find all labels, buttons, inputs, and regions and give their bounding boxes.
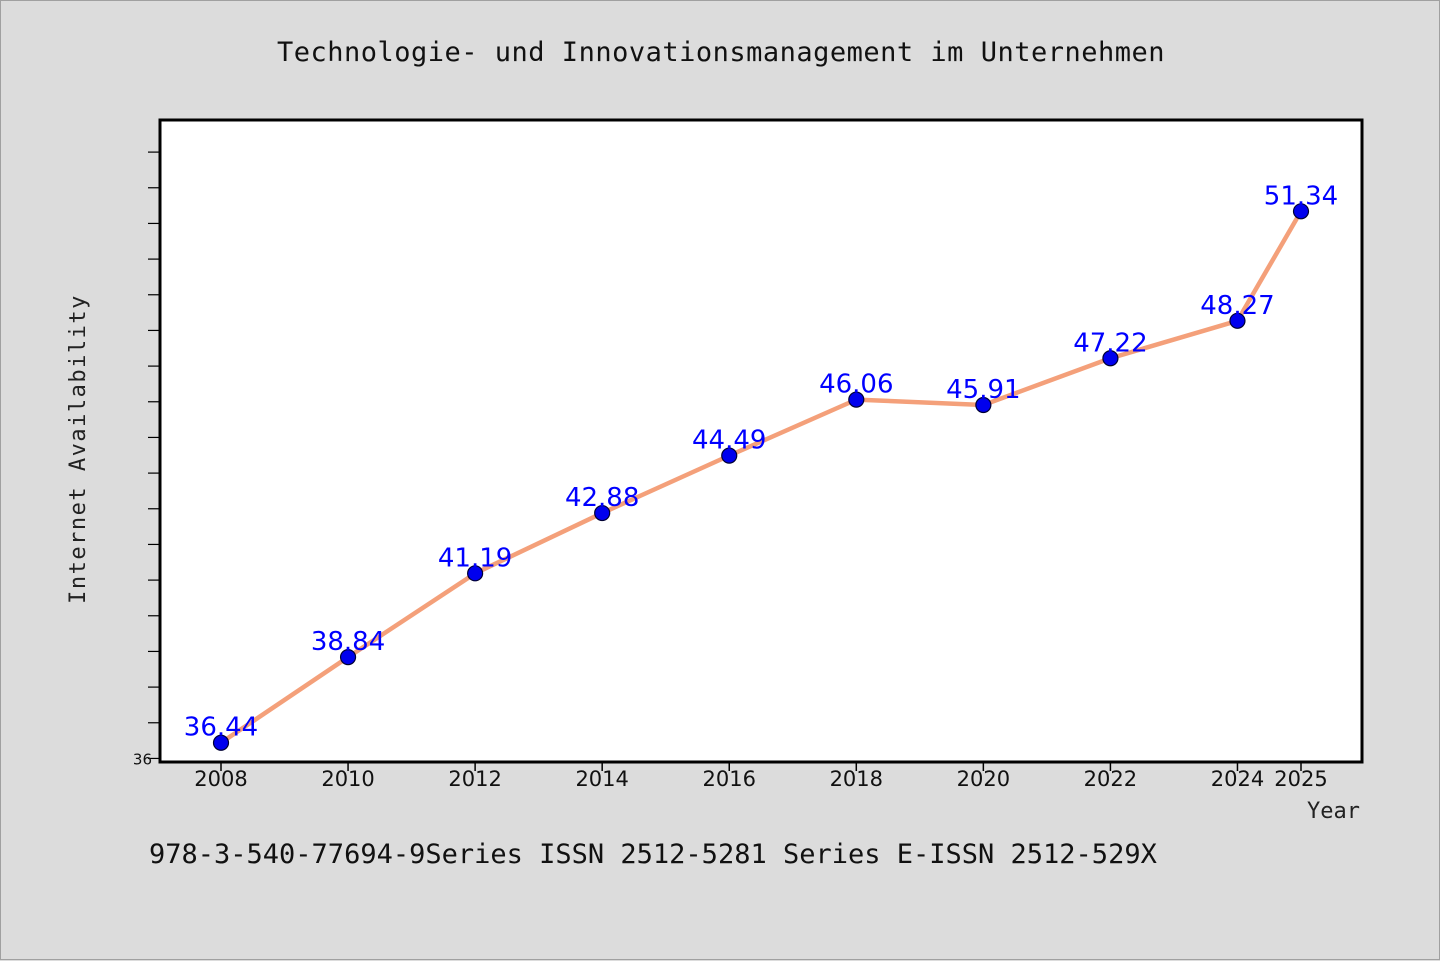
data-point <box>975 396 992 414</box>
data-label: 41.19 <box>438 543 512 573</box>
x-tick-label: 2024 <box>1211 767 1264 791</box>
x-tick-label: 2022 <box>1084 767 1137 791</box>
x-tick-label: 2016 <box>703 767 756 791</box>
y-tick-label: 36 <box>133 750 152 768</box>
x-tick-label: 2010 <box>321 767 374 791</box>
data-point <box>467 565 484 582</box>
data-point <box>1102 350 1119 367</box>
data-point <box>1229 312 1246 329</box>
footer-isbn-text: 978-3-540-77694-9Series ISSN 2512-5281 S… <box>149 839 1157 870</box>
data-label: 42.88 <box>565 483 639 513</box>
x-tick-label: 2018 <box>830 767 883 791</box>
data-label: 47.22 <box>1073 328 1147 358</box>
x-axis-label: Year <box>1307 799 1360 824</box>
data-labels: 36.44 38.84 41.19 42.88 44.49 46.06 45.91 47.22… <box>184 181 1338 742</box>
data-point <box>1292 203 1310 220</box>
series-line <box>219 210 1303 745</box>
data-label: 48.27 <box>1200 291 1274 321</box>
data-label: 38.84 <box>311 627 385 657</box>
chart-title: Technologie- und Innovationsmanagement i… <box>277 37 1165 68</box>
data-markers <box>212 203 1310 751</box>
x-tick-label: 2008 <box>194 767 247 791</box>
data-label: 44.49 <box>692 426 766 456</box>
data-point <box>339 649 357 666</box>
y-axis-label: Internet Availability <box>66 294 91 604</box>
data-label: 46.06 <box>819 370 893 400</box>
x-axis-ticks: 2008 2010 2012 2014 2016 2018 2020 2022 2024 2025 <box>194 762 1328 791</box>
data-label: 51.34 <box>1264 181 1338 211</box>
data-point <box>594 504 611 522</box>
x-tick-label: 2020 <box>957 767 1010 791</box>
data-point <box>721 447 738 464</box>
x-tick-label: 2014 <box>575 767 628 791</box>
y-axis-ticks: 36 <box>133 151 160 768</box>
x-tick-label: 2012 <box>448 767 501 791</box>
data-label: 45.91 <box>946 375 1020 405</box>
data-point <box>848 391 865 408</box>
data-point <box>212 734 230 751</box>
x-tick-label: 2025 <box>1274 767 1327 791</box>
data-label: 36.44 <box>184 713 258 743</box>
